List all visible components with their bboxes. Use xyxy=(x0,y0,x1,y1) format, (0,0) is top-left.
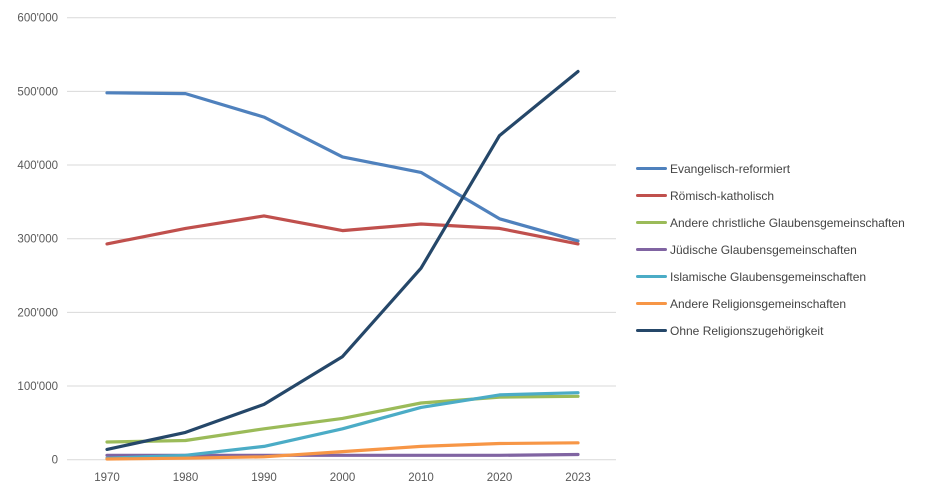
x-axis-tick-label: 2000 xyxy=(330,472,356,484)
legend-line-swatch xyxy=(636,301,667,306)
series-line xyxy=(105,391,580,460)
series-line xyxy=(105,69,580,451)
legend-line-swatch xyxy=(636,220,667,225)
x-axis-tick-label: 2020 xyxy=(487,472,513,484)
legend-line-swatch xyxy=(636,274,667,279)
legend-item: Evangelisch-reformiert xyxy=(636,155,905,182)
legend: Evangelisch-reformiert Römisch-katholisch… xyxy=(636,155,905,344)
series-line xyxy=(105,91,580,243)
legend-item: Römisch-katholisch xyxy=(636,182,905,209)
legend-item: Jüdische Glaubensgemeinschaften xyxy=(636,236,905,263)
x-axis-tick-label: 2010 xyxy=(408,472,434,484)
y-axis-tick-label: 0 xyxy=(52,455,58,467)
y-axis-tick-label: 200'000 xyxy=(17,307,58,319)
legend-item-label: Andere Religionsgemeinschaften xyxy=(670,296,847,311)
legend-item: Ohne Religionszugehörigkeit xyxy=(636,317,905,344)
legend-item-label: Jüdische Glaubensgemeinschaften xyxy=(670,242,857,257)
legend-item-label: Andere christliche Glaubensgemeinschafte… xyxy=(670,215,905,230)
legend-item-label: Evangelisch-reformiert xyxy=(670,161,791,176)
legend-item: Andere Religionsgemeinschaften xyxy=(636,290,905,317)
x-axis-tick-label: 1980 xyxy=(173,472,199,484)
series-line xyxy=(105,214,580,246)
legend-line-swatch xyxy=(636,328,667,333)
legend-item-label: Römisch-katholisch xyxy=(670,188,775,203)
legend-line-swatch xyxy=(636,247,667,252)
x-axis-tick-label: 1990 xyxy=(251,472,277,484)
y-axis-tick-label: 100'000 xyxy=(17,381,58,393)
legend-item: Islamische Glaubensgemeinschaften xyxy=(636,263,905,290)
legend-item: Andere christliche Glaubensgemeinschafte… xyxy=(636,209,905,236)
y-axis-tick-label: 400'000 xyxy=(17,160,58,172)
legend-item-label: Ohne Religionszugehörigkeit xyxy=(670,323,824,338)
y-axis-tick-label: 500'000 xyxy=(17,86,58,98)
legend-item-label: Islamische Glaubensgemeinschaften xyxy=(670,269,867,284)
y-axis-tick-label: 600'000 xyxy=(17,13,58,25)
series-line xyxy=(105,394,580,444)
x-axis-tick-label: 2023 xyxy=(565,472,591,484)
x-axis-tick-label: 1970 xyxy=(94,472,120,484)
legend-line-swatch xyxy=(636,193,667,198)
series-line xyxy=(105,441,580,461)
y-axis-tick-label: 300'000 xyxy=(17,234,58,246)
legend-line-swatch xyxy=(636,166,667,171)
